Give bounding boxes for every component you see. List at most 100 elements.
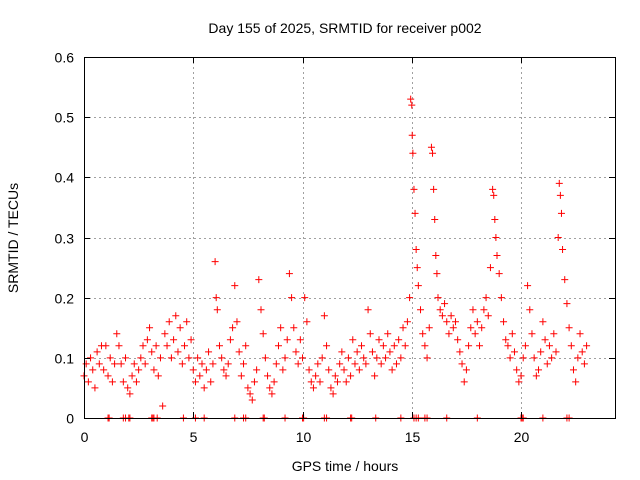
data-point	[189, 366, 197, 374]
data-point	[124, 384, 132, 392]
data-point	[433, 270, 441, 278]
data-point	[480, 306, 488, 314]
y-tick-label: 0.6	[55, 50, 75, 66]
data-point	[237, 372, 245, 380]
data-point	[205, 348, 213, 356]
data-point	[156, 354, 164, 362]
data-point	[344, 354, 352, 362]
data-point	[93, 348, 101, 356]
data-point	[399, 324, 407, 332]
data-point	[207, 378, 215, 386]
data-point	[309, 384, 317, 392]
y-tick-label: 0.5	[55, 110, 75, 126]
data-point	[460, 378, 468, 386]
data-point	[467, 324, 475, 332]
data-point	[213, 306, 221, 314]
data-point	[449, 324, 457, 332]
data-point	[226, 336, 234, 344]
data-point	[565, 324, 573, 332]
data-point	[557, 209, 565, 217]
data-point	[462, 366, 470, 374]
data-point	[471, 330, 479, 338]
data-point	[451, 318, 459, 326]
data-point	[373, 354, 381, 362]
data-point	[224, 360, 232, 368]
y-axis-label: SRMTID / TECUs	[5, 183, 21, 293]
data-point	[100, 366, 108, 374]
data-point	[513, 366, 521, 374]
data-point	[342, 378, 350, 386]
data-point	[427, 143, 435, 151]
data-point	[336, 360, 344, 368]
data-point	[281, 354, 289, 362]
data-point	[244, 384, 252, 392]
data-point	[476, 342, 484, 350]
data-point	[521, 342, 529, 350]
data-point	[351, 360, 359, 368]
data-point	[353, 348, 361, 356]
data-point	[211, 258, 219, 266]
x-tick-label: 5	[190, 429, 198, 445]
data-point	[360, 354, 368, 362]
data-point	[535, 366, 543, 374]
data-point	[248, 396, 256, 404]
data-point	[91, 384, 99, 392]
data-point	[528, 330, 536, 338]
x-axis-label: GPS time / hours	[292, 458, 399, 474]
data-point	[178, 360, 186, 368]
data-point	[578, 348, 586, 356]
data-point	[390, 342, 398, 350]
data-point	[268, 390, 276, 398]
data-point	[235, 348, 243, 356]
data-point	[266, 384, 274, 392]
data-point	[292, 348, 300, 356]
data-point	[430, 185, 438, 193]
data-point	[202, 366, 210, 374]
data-point	[314, 360, 322, 368]
data-point	[240, 360, 248, 368]
data-point	[331, 372, 339, 380]
data-point	[409, 149, 417, 157]
data-point	[218, 354, 226, 362]
data-point	[212, 294, 220, 302]
data-point	[122, 354, 130, 362]
data-point	[456, 348, 464, 356]
data-point	[152, 342, 160, 350]
data-point	[388, 366, 396, 374]
data-point	[329, 390, 337, 398]
data-point	[102, 342, 110, 350]
data-point	[497, 294, 505, 302]
data-point	[255, 276, 263, 284]
data-point	[574, 354, 582, 362]
data-point	[115, 342, 123, 350]
data-point	[246, 390, 254, 398]
data-point	[408, 131, 416, 139]
data-point	[146, 324, 154, 332]
data-point	[436, 306, 444, 314]
x-tick-label: 10	[296, 429, 312, 445]
data-point	[89, 366, 97, 374]
data-point	[183, 318, 191, 326]
data-point	[290, 324, 298, 332]
data-point	[384, 330, 392, 338]
data-point	[379, 342, 387, 350]
data-point	[250, 378, 258, 386]
data-point	[117, 360, 125, 368]
data-point	[307, 378, 315, 386]
data-point	[445, 330, 453, 338]
data-point	[543, 360, 551, 368]
data-point	[323, 342, 331, 350]
data-point	[167, 354, 175, 362]
data-point	[294, 360, 302, 368]
data-point	[253, 366, 261, 374]
data-point	[325, 366, 333, 374]
data-point	[283, 336, 291, 344]
data-point	[500, 318, 508, 326]
data-point	[172, 312, 180, 320]
data-point	[231, 282, 239, 290]
data-point	[187, 336, 195, 344]
data-point	[401, 342, 409, 350]
data-point	[279, 366, 287, 374]
data-point	[495, 270, 503, 278]
data-point	[563, 300, 571, 308]
